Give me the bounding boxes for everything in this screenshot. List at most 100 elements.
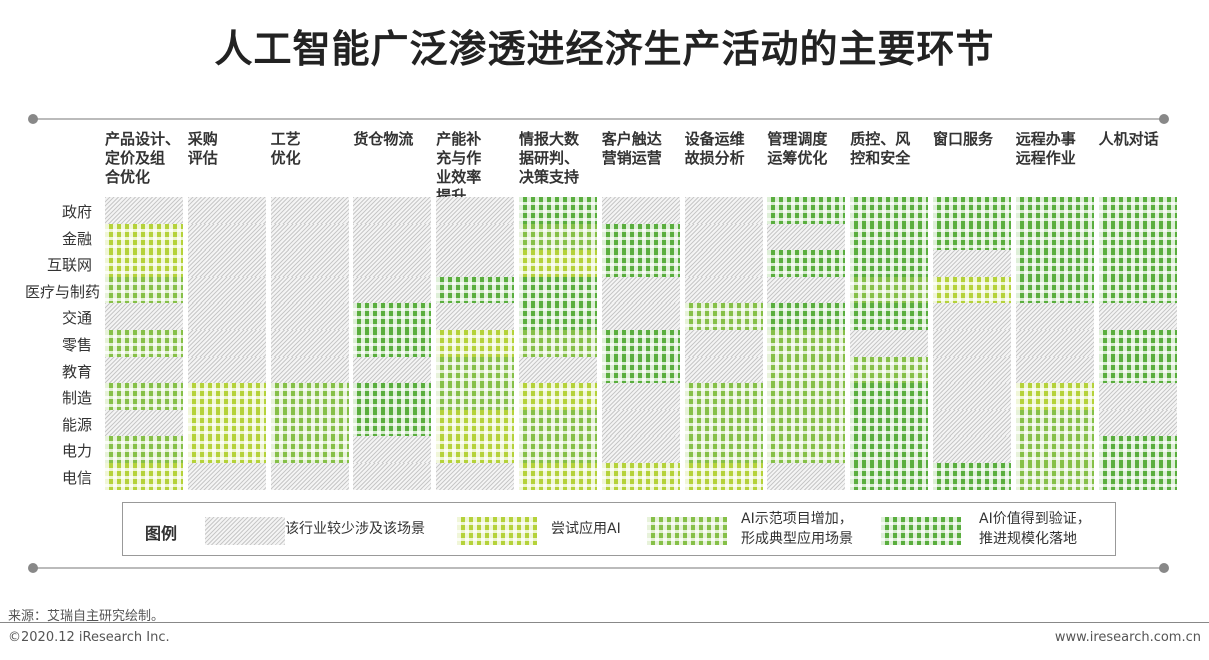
heatmap-cell	[353, 250, 432, 278]
heatmap-cell	[519, 223, 597, 251]
heatmap-cell	[519, 436, 597, 464]
heatmap-cell	[1098, 463, 1177, 491]
heatmap-cell	[519, 409, 597, 437]
heatmap-cell	[353, 303, 432, 331]
heatmap-cell	[105, 356, 183, 384]
heatmap-cell	[1098, 223, 1177, 251]
heatmap-cell	[270, 409, 349, 437]
heatmap-cell	[767, 223, 846, 251]
row-label: 政府	[61, 203, 92, 221]
heatmap-cell	[1098, 330, 1177, 358]
column-header: 产能补 充与作 业效率 提升	[436, 130, 482, 205]
heatmap-cell	[436, 223, 515, 251]
heatmap-cell	[187, 356, 266, 384]
heatmap-cell	[1015, 250, 1094, 278]
heatmap-cell	[850, 330, 929, 358]
heatmap-cell	[601, 463, 680, 491]
heatmap-cell	[933, 250, 1011, 278]
heatmap-cell	[519, 303, 597, 331]
column-header: 人机对话	[1098, 130, 1159, 148]
heatmap-cell	[850, 463, 929, 491]
heatmap-cell	[353, 223, 432, 251]
heatmap-cell	[353, 409, 432, 437]
heatmap-cell	[1015, 463, 1094, 491]
heatmap-cell	[105, 409, 183, 437]
heatmap-cell	[436, 463, 515, 491]
heatmap-cell	[684, 197, 763, 225]
heatmap-cell	[436, 250, 515, 278]
heatmap-cell	[1015, 223, 1094, 251]
legend-swatch-2	[647, 517, 727, 545]
heatmap-cell	[850, 250, 929, 278]
row-label: 电力	[61, 442, 92, 461]
heatmap-cell	[105, 383, 183, 411]
heatmap-cell	[187, 463, 266, 491]
column-header: 工艺 优化	[270, 130, 301, 167]
column-header: 采购 评估	[187, 130, 218, 167]
heatmap-cell	[601, 356, 680, 384]
heatmap-cell	[601, 383, 680, 411]
column-header: 管理调度 运筹优化	[767, 130, 828, 167]
heatmap-cell	[684, 303, 763, 331]
heatmap-cell	[850, 303, 929, 331]
column-header: 窗口服务	[933, 130, 994, 148]
footer-divider	[0, 622, 1209, 623]
heatmap-cell	[519, 356, 597, 384]
heatmap-cell	[519, 463, 597, 491]
heatmap-cell	[105, 436, 183, 464]
heatmap-cell	[187, 250, 266, 278]
heatmap-cell	[270, 250, 349, 278]
copyright: ©2020.12 iResearch Inc.	[8, 630, 170, 645]
heatmap-cell	[436, 436, 515, 464]
heatmap-cell	[1015, 356, 1094, 384]
heatmap-cell	[1098, 197, 1177, 225]
column-header: 产品设计、 定价及组 合优化	[105, 130, 181, 186]
heatmap-cell	[270, 276, 349, 304]
website-link[interactable]: www.iresearch.com.cn	[1054, 630, 1201, 645]
heatmap-cell	[519, 197, 597, 225]
heatmap-cell	[353, 197, 432, 225]
heatmap-cell	[270, 356, 349, 384]
row-label: 交通	[61, 309, 92, 328]
heatmap-cell	[1015, 409, 1094, 437]
heatmap-cell	[270, 197, 349, 225]
heatmap-cell	[1098, 276, 1177, 304]
column-header: 情报大数 据研判、 决策支持	[519, 130, 580, 186]
heatmap-cell	[767, 197, 846, 225]
heatmap-cell	[353, 356, 432, 384]
heatmap-cell	[601, 250, 680, 278]
heatmap-cell	[270, 303, 349, 331]
heatmap-cell	[1098, 409, 1177, 437]
heatmap-cell	[105, 303, 183, 331]
heatmap-cell	[767, 409, 846, 437]
heatmap-cell	[1015, 383, 1094, 411]
heatmap-cell	[933, 223, 1011, 251]
heatmap-cell	[850, 223, 929, 251]
heatmap-cell	[601, 276, 680, 304]
heatmap-cell	[270, 463, 349, 491]
heatmap-cell	[601, 436, 680, 464]
heatmap-cell	[1015, 303, 1094, 331]
heatmap-cell	[684, 276, 763, 304]
heatmap-cell	[850, 276, 929, 304]
heatmap-cell	[767, 303, 846, 331]
heatmap-cell	[519, 276, 597, 304]
heatmap-cell	[767, 250, 846, 278]
heatmap-cell	[1098, 356, 1177, 384]
row-label: 零售	[61, 336, 92, 354]
divider-dot	[1159, 114, 1169, 124]
heatmap-cell	[187, 436, 266, 464]
heatmap-cell	[187, 330, 266, 358]
heatmap-cell	[850, 409, 929, 437]
bottom-divider	[32, 567, 1164, 569]
heatmap-cell	[436, 409, 515, 437]
heatmap-cell	[519, 330, 597, 358]
heatmap-cell	[601, 330, 680, 358]
heatmap-cell	[850, 383, 929, 411]
heatmap-cell	[767, 276, 846, 304]
heatmap-cell	[436, 356, 515, 384]
heatmap-cell	[436, 383, 515, 411]
heatmap-cell	[684, 223, 763, 251]
heatmap-cell	[684, 356, 763, 384]
heatmap-cell	[270, 330, 349, 358]
